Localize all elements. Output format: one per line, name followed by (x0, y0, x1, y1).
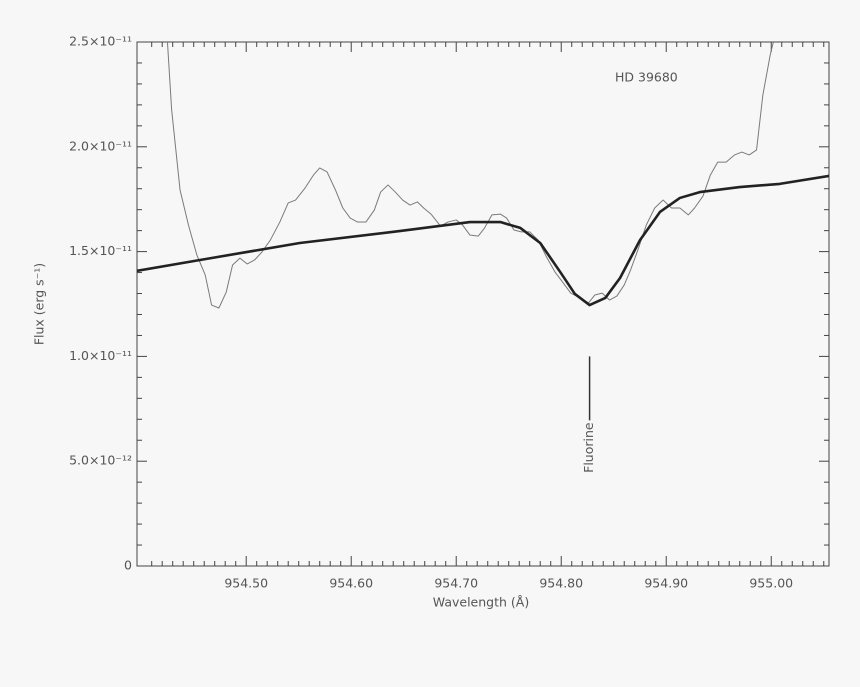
annotation: HD 39680 (615, 70, 678, 85)
spectrum-line (137, 174, 829, 307)
plot-frame (136, 41, 830, 567)
marker-label: Fluorine (581, 422, 596, 473)
x-tick-label: 954.50 (224, 576, 268, 591)
y-tick-label: 2.0×10⁻¹¹ (69, 138, 132, 153)
y-tick-label: 0 (124, 558, 132, 573)
x-tick-label: 954.90 (644, 576, 688, 591)
y-tick-label: 1.5×10⁻¹¹ (69, 243, 132, 258)
y-tick-label: 2.5×10⁻¹¹ (69, 34, 132, 49)
y-tick-label: 1.0×10⁻¹¹ (69, 348, 132, 363)
x-tick-label: 955.00 (749, 576, 793, 591)
y-axis-label: Flux (erg s⁻¹) (32, 263, 47, 345)
x-axis-label: Wavelength (Å) (433, 595, 529, 610)
x-tick-label: 954.60 (329, 576, 373, 591)
plot-area (137, 42, 829, 309)
x-tick-label: 954.70 (434, 576, 478, 591)
x-tick-label: 954.80 (539, 576, 583, 591)
y-tick-label: 5.0×10⁻¹² (69, 453, 132, 468)
